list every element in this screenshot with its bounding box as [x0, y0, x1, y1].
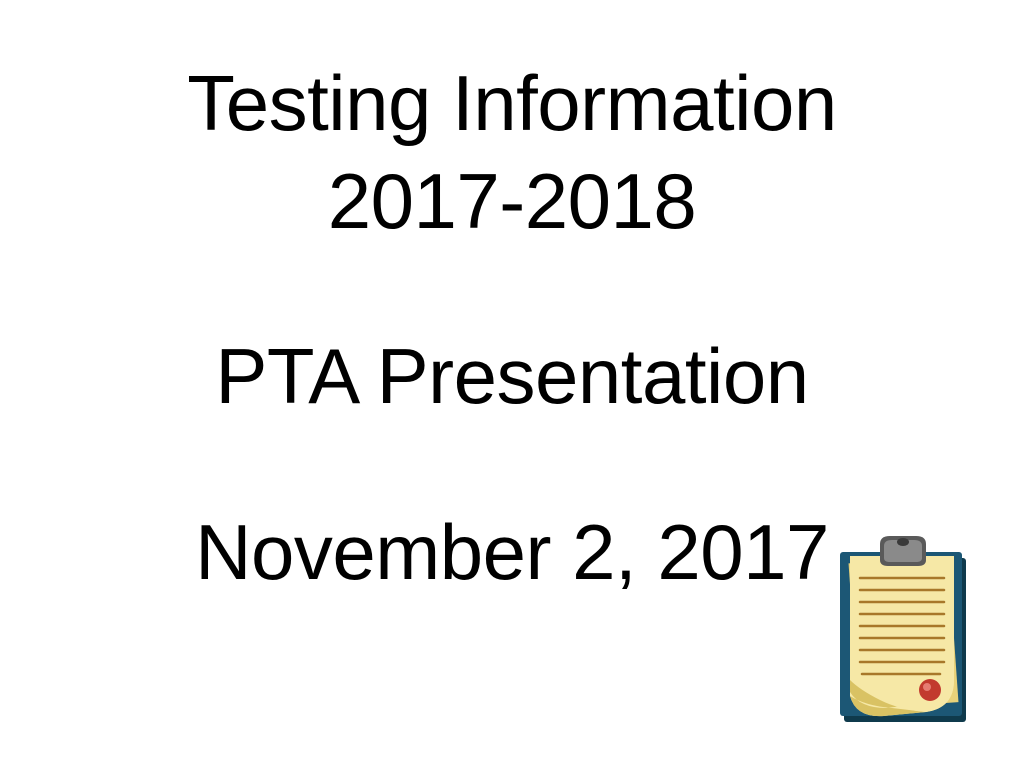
title-line-1: Testing Information	[0, 55, 1024, 153]
title-line-3: PTA Presentation	[0, 328, 1024, 426]
clipboard-icon	[820, 530, 988, 740]
title-gap-2	[0, 426, 1024, 504]
title-line-2: 2017-2018	[0, 153, 1024, 251]
slide: Testing Information 2017-2018 PTA Presen…	[0, 0, 1024, 768]
title-block: Testing Information 2017-2018 PTA Presen…	[0, 55, 1024, 601]
title-gap-1	[0, 250, 1024, 328]
